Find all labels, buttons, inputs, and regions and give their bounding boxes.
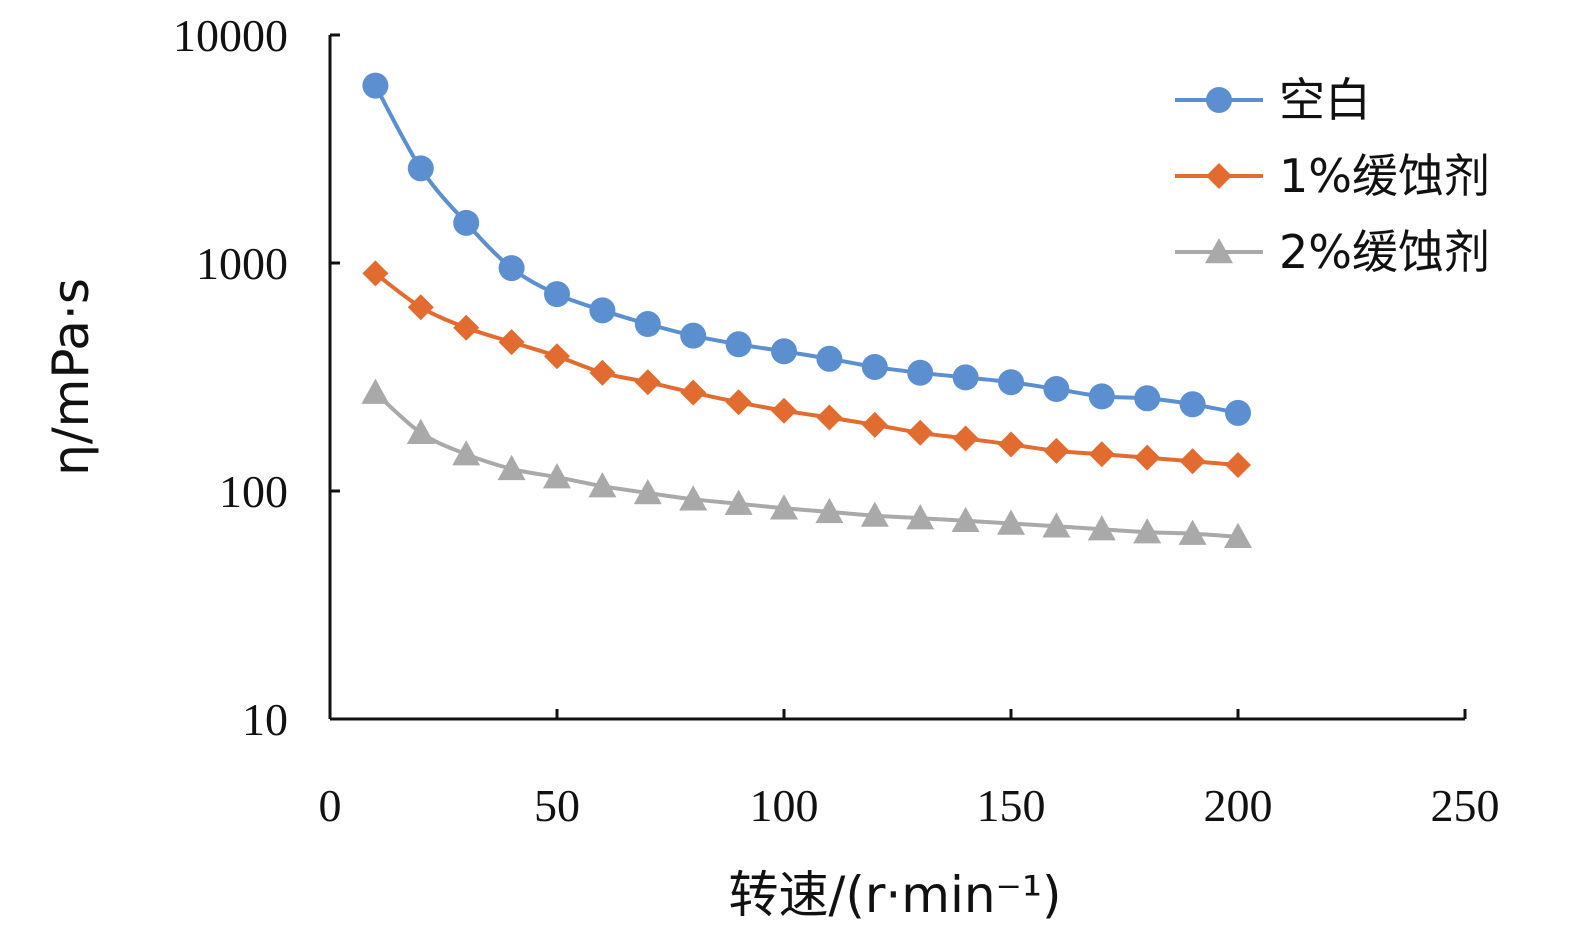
series-1 — [362, 72, 1251, 426]
legend-swatch-marker — [1206, 87, 1232, 113]
data-point — [771, 397, 797, 424]
data-point — [725, 389, 752, 416]
data-point — [407, 155, 434, 182]
y-axis-title: η/mPa·s — [42, 278, 100, 476]
data-point — [1133, 518, 1162, 544]
data-point — [362, 260, 389, 287]
data-point — [679, 485, 708, 511]
data-point — [951, 506, 980, 533]
legend-label: 1%缓蚀剂 — [1279, 149, 1490, 203]
x-tick-label: 100 — [750, 780, 819, 831]
data-point — [725, 331, 752, 358]
data-point — [770, 494, 798, 520]
series-layer — [361, 72, 1252, 548]
series-line — [373, 84, 1239, 415]
data-point — [634, 311, 661, 338]
data-point — [406, 418, 435, 444]
legend-swatch-marker — [1206, 163, 1232, 189]
data-point — [1134, 444, 1161, 471]
x-tick-label: 50 — [534, 780, 580, 831]
data-point — [815, 497, 844, 524]
data-point — [1043, 376, 1070, 403]
y-tick-label: 10 — [242, 694, 288, 745]
data-point — [860, 501, 889, 527]
x-tick-label: 0 — [319, 780, 342, 831]
data-point — [498, 255, 525, 282]
data-point — [498, 329, 525, 356]
data-point — [771, 338, 797, 365]
data-point — [362, 72, 389, 99]
x-tick-label: 150 — [977, 780, 1046, 831]
data-point — [1088, 383, 1115, 410]
data-point — [497, 454, 526, 481]
data-point — [998, 431, 1024, 458]
data-point — [997, 509, 1025, 535]
data-point — [407, 294, 434, 321]
data-point — [453, 209, 480, 236]
x-axis-title: 转速/(r·min⁻¹) — [728, 866, 1061, 924]
data-point — [588, 472, 617, 498]
axes-layer: 0 50 100 150 200 250 10 100 1000 10000 — [173, 10, 1500, 831]
data-point — [1178, 519, 1207, 545]
data-point — [1088, 441, 1115, 468]
series-line — [374, 271, 1239, 467]
y-tick-label: 1000 — [196, 238, 288, 289]
x-tick-label: 250 — [1431, 780, 1500, 831]
data-point — [1087, 515, 1116, 541]
data-point — [544, 281, 570, 308]
data-point — [1043, 437, 1070, 464]
data-point — [453, 314, 480, 341]
series-2 — [362, 260, 1251, 479]
legend-item: 1%缓蚀剂 — [1175, 149, 1490, 203]
data-point — [861, 353, 888, 380]
data-point — [589, 297, 616, 324]
y-tick-label: 10000 — [173, 10, 288, 61]
data-point — [544, 343, 570, 370]
data-point — [589, 359, 616, 386]
data-point — [906, 504, 935, 530]
data-point — [907, 359, 934, 386]
data-point — [816, 345, 843, 372]
data-point — [724, 489, 753, 515]
data-point — [998, 369, 1024, 396]
data-point — [952, 364, 979, 391]
data-point — [1225, 399, 1251, 426]
legend-swatch-marker — [1205, 238, 1233, 264]
legend-item: 2%缓蚀剂 — [1175, 225, 1490, 279]
data-point — [1224, 522, 1252, 548]
data-point — [952, 425, 979, 452]
data-point — [361, 378, 390, 404]
data-point — [816, 404, 843, 431]
data-point — [907, 419, 934, 446]
legend: 空白 1%缓蚀剂 2%缓蚀剂 — [1175, 73, 1490, 279]
series-3 — [361, 378, 1252, 548]
data-point — [680, 379, 707, 406]
legend-label: 空白 — [1279, 73, 1371, 127]
data-point — [1042, 512, 1071, 538]
data-point — [1179, 391, 1206, 418]
data-point — [1179, 448, 1206, 475]
y-tick-label: 100 — [219, 466, 288, 517]
data-point — [543, 463, 571, 489]
legend-item: 空白 — [1175, 73, 1371, 127]
data-point — [633, 479, 662, 505]
data-point — [680, 322, 707, 349]
data-point — [1134, 385, 1161, 412]
x-tick-label: 200 — [1204, 780, 1273, 831]
data-point — [452, 440, 481, 466]
data-point — [634, 369, 661, 396]
legend-label: 2%缓蚀剂 — [1279, 225, 1490, 279]
data-point — [1225, 452, 1251, 479]
data-point — [861, 411, 888, 438]
